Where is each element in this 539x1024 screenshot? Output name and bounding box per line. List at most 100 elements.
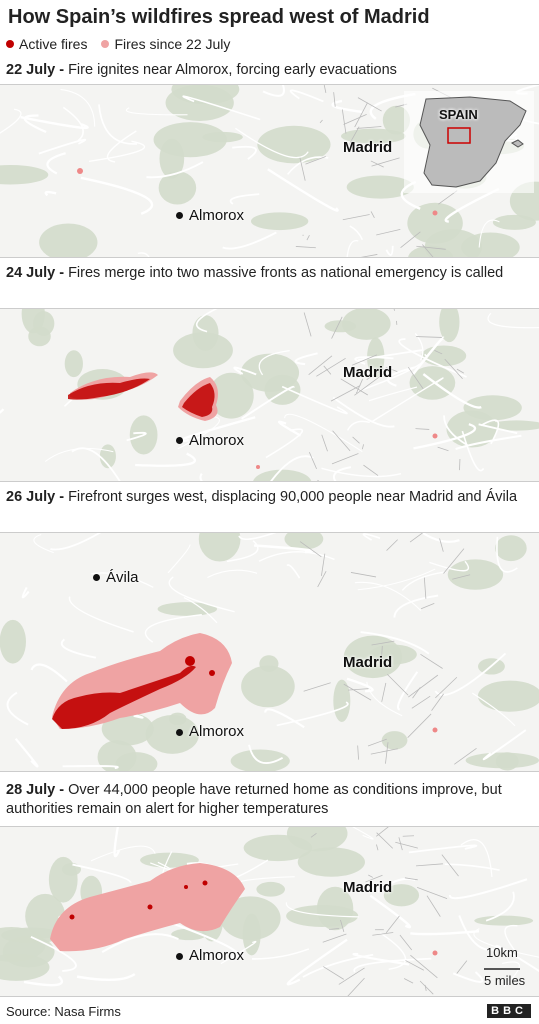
fire: [185, 656, 195, 666]
road: [182, 95, 261, 121]
caption: 24 July - Fires merge into two massive f…: [6, 264, 531, 283]
road: [368, 386, 418, 402]
road: [346, 240, 359, 257]
forest: [447, 559, 504, 590]
road: [360, 631, 430, 655]
road: [248, 744, 284, 765]
caption-text: Fires merge into two massive fronts as n…: [68, 265, 504, 281]
urban-road: [371, 157, 400, 167]
logo-text: BBC: [487, 1004, 531, 1018]
urban-road: [385, 915, 400, 934]
fire-area: [52, 665, 196, 729]
road: [496, 536, 518, 573]
road: [357, 568, 436, 591]
road: [76, 973, 136, 981]
caption-date: 24 July -: [6, 265, 65, 281]
urban-road: [331, 453, 359, 465]
urban-road: [422, 244, 434, 257]
urban-road: [350, 572, 377, 578]
road: [30, 935, 77, 972]
urban-road: [441, 854, 459, 877]
road: [44, 190, 57, 197]
forest: [424, 229, 482, 257]
urban-road: [407, 713, 432, 738]
urban-road: [343, 113, 367, 125]
urban-road: [331, 316, 343, 339]
road: [480, 419, 500, 445]
legend-item: Active fires: [6, 36, 87, 52]
scale-label: 5 miles: [484, 973, 526, 988]
forest: [343, 635, 403, 679]
forest: [477, 680, 539, 712]
road: [162, 918, 240, 960]
caption-text: Fire ignites near Almorox, forcing early…: [68, 62, 397, 78]
fire: [77, 168, 83, 174]
urban-road: [330, 385, 361, 402]
legend: Active fires Fires since 22 July: [6, 36, 230, 52]
road: [62, 765, 119, 770]
road: [60, 638, 97, 659]
road: [258, 551, 335, 562]
road: [472, 692, 516, 727]
road: [50, 533, 102, 551]
urban-road: [343, 683, 372, 701]
road: [241, 385, 295, 420]
road: [321, 467, 402, 478]
urban-road: [367, 738, 387, 747]
place-label: Almorox: [189, 947, 245, 964]
road: [276, 701, 349, 727]
forest: [0, 953, 50, 981]
road: [420, 533, 460, 543]
road: [88, 140, 146, 163]
road: [504, 924, 518, 953]
urban-road: [295, 246, 316, 249]
urban-road: [376, 228, 401, 236]
road: [229, 193, 260, 205]
road: [371, 377, 444, 423]
road: [461, 430, 485, 472]
urban-road: [371, 640, 395, 646]
road: [354, 356, 394, 365]
road: [98, 104, 137, 145]
road: [264, 708, 305, 729]
road: [23, 114, 47, 134]
urban-road: [356, 378, 364, 394]
urban-road: [317, 571, 327, 588]
urban-road: [305, 156, 326, 165]
urban-road: [416, 336, 442, 338]
map-base: [0, 827, 539, 996]
urban-road: [356, 126, 382, 129]
road: [352, 952, 410, 966]
map-base: [0, 533, 539, 771]
forest: [39, 223, 98, 257]
forest: [243, 834, 313, 862]
road: [183, 596, 218, 624]
legend-label: Active fires: [19, 36, 88, 52]
fire-area: [50, 863, 245, 952]
legend-swatch: [101, 40, 110, 48]
road: [294, 352, 318, 366]
road: [267, 168, 339, 212]
urban-road: [317, 479, 320, 481]
caption-text: Over 44,000 people have returned home as…: [6, 782, 502, 817]
urban-road: [361, 444, 364, 450]
road: [412, 336, 445, 375]
road: [60, 88, 96, 127]
forest: [64, 350, 83, 378]
urban-road: [372, 932, 394, 936]
road: [106, 130, 137, 163]
urban-road: [435, 676, 458, 699]
place-dot: [176, 729, 183, 736]
forest: [256, 881, 286, 897]
road: [429, 560, 470, 572]
urban-road: [354, 373, 384, 396]
road: [286, 564, 301, 579]
forest: [257, 125, 331, 164]
source: Source: Nasa Firms: [6, 1004, 121, 1019]
road: [233, 366, 257, 376]
urban-road: [299, 541, 322, 558]
place-label: Madrid: [343, 364, 393, 381]
place-dot: [176, 953, 183, 960]
urban-road: [423, 577, 427, 599]
road: [285, 902, 359, 918]
